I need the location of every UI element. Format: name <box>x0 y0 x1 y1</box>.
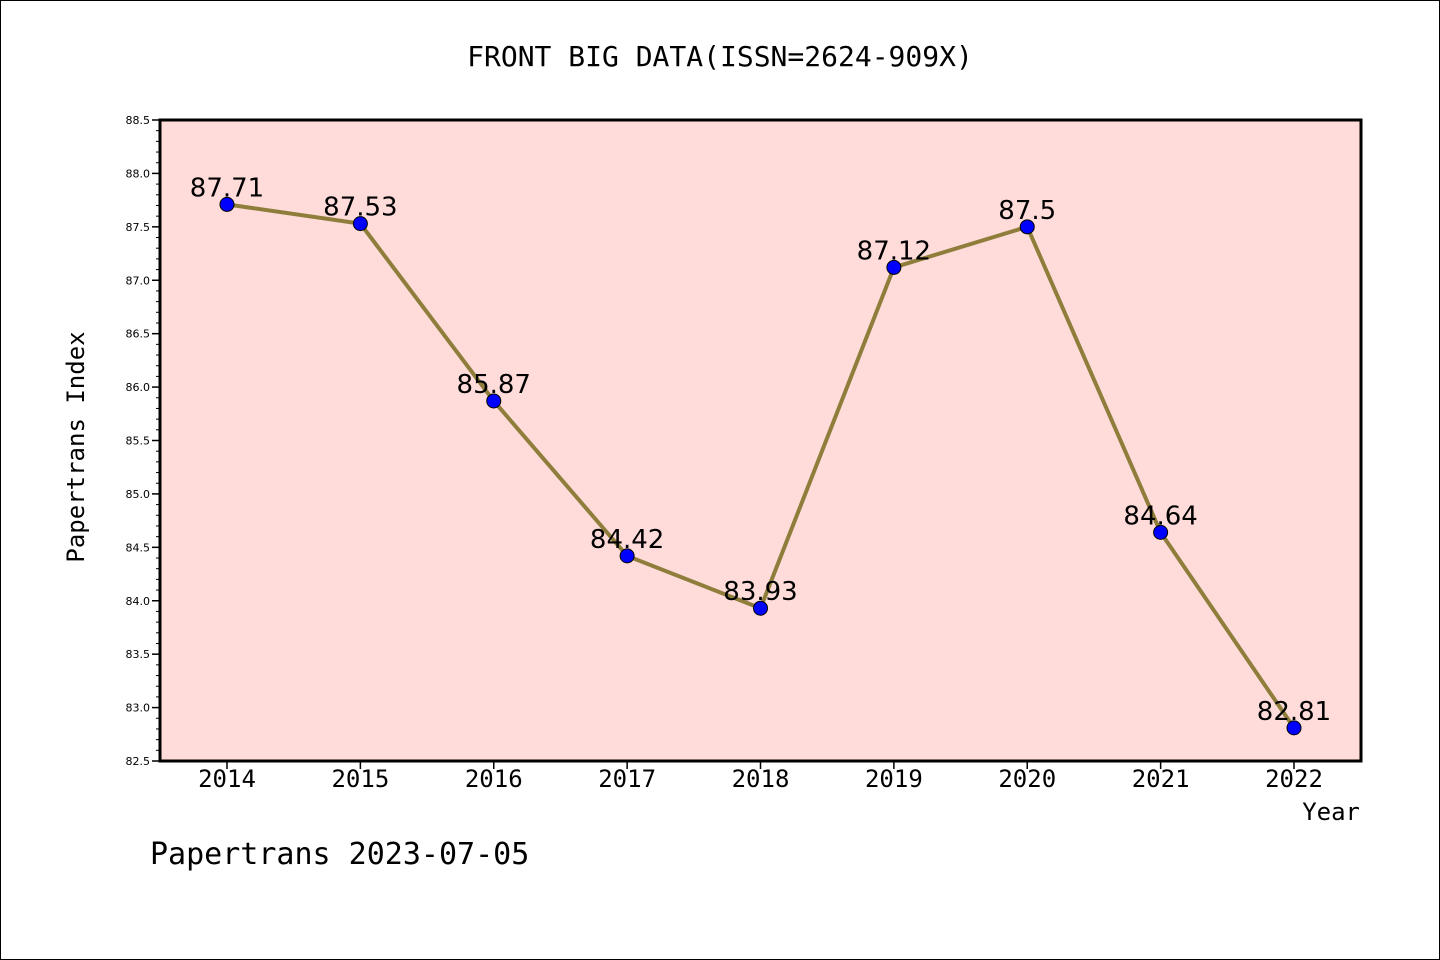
data-point <box>486 393 502 409</box>
data-label: 82.81 <box>1257 697 1331 727</box>
data-point <box>753 600 768 616</box>
data-point <box>352 216 368 232</box>
y-tick-label: 87.5 <box>126 221 151 234</box>
series-group <box>219 196 1302 736</box>
y-tick-label: 86.5 <box>126 328 151 341</box>
data-point <box>219 196 235 212</box>
data-point <box>619 548 635 564</box>
footer-caption: Papertrans 2023-07-05 <box>150 837 529 872</box>
data-label: 87.5 <box>998 196 1056 226</box>
x-tick-label: 2016 <box>465 765 523 793</box>
y-axis: 82.5 83.0 83.5 84.0 84.5 85.0 85.5 86.0 86.5 87.0… <box>126 114 160 768</box>
y-tick-label: 86.0 <box>126 381 151 394</box>
y-tick-label: 84.0 <box>126 595 151 608</box>
y-axis-label: Papertrans Index <box>62 331 90 562</box>
y-tick-label: 88.5 <box>126 114 151 127</box>
y-tick-label: 85.0 <box>126 488 151 501</box>
data-label: 84.42 <box>590 525 664 555</box>
x-tick-label: 2020 <box>998 765 1056 793</box>
data-label: 87.53 <box>323 193 397 223</box>
data-point <box>1286 720 1302 736</box>
x-axis: 2014 2015 2016 2017 2018 2019 2020 2021 2022 <box>198 761 1323 793</box>
x-tick-label: 2015 <box>331 765 389 793</box>
chart-title: FRONT BIG DATA(ISSN=2624-909X) <box>467 40 973 73</box>
data-point <box>1153 524 1169 540</box>
data-label: 84.64 <box>1123 501 1197 531</box>
x-tick-label: 2018 <box>732 765 790 793</box>
data-point <box>1019 219 1035 235</box>
data-label: 83.93 <box>723 577 797 607</box>
data-label: 87.12 <box>857 236 931 266</box>
data-point <box>886 259 902 275</box>
y-tick-label: 88.0 <box>126 167 151 180</box>
data-label: 85.87 <box>457 370 531 400</box>
y-tick-label: 83.5 <box>126 648 151 661</box>
x-tick-label: 2014 <box>198 765 256 793</box>
x-tick-label: 2021 <box>1132 765 1190 793</box>
data-label: 87.71 <box>190 173 264 203</box>
y-tick-label: 87.0 <box>126 274 151 287</box>
x-tick-label: 2017 <box>598 765 656 793</box>
y-tick-label: 85.5 <box>126 435 151 448</box>
x-tick-label: 2022 <box>1265 765 1323 793</box>
y-tick-label: 84.5 <box>126 541 151 554</box>
x-tick-label: 2019 <box>865 765 923 793</box>
x-axis-label: Year <box>1302 798 1360 826</box>
data-labels: 87.71 87.53 85.87 84.42 83.93 87.12 87.5 84.64 8… <box>190 173 1331 726</box>
y-tick-label: 82.5 <box>126 755 151 768</box>
y-tick-label: 83.0 <box>126 702 151 715</box>
